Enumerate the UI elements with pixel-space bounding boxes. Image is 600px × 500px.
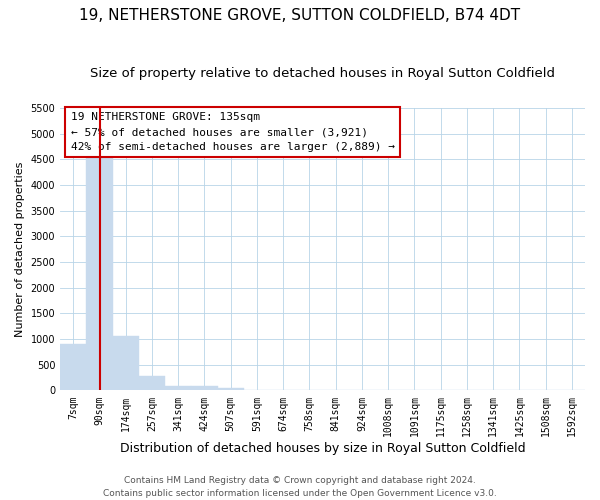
Bar <box>165 386 191 390</box>
Bar <box>139 376 165 390</box>
Text: 19, NETHERSTONE GROVE, SUTTON COLDFIELD, B74 4DT: 19, NETHERSTONE GROVE, SUTTON COLDFIELD,… <box>79 8 521 22</box>
Bar <box>218 388 244 390</box>
Bar <box>191 386 218 390</box>
Y-axis label: Number of detached properties: Number of detached properties <box>15 162 25 337</box>
Text: Contains HM Land Registry data © Crown copyright and database right 2024.
Contai: Contains HM Land Registry data © Crown c… <box>103 476 497 498</box>
Title: Size of property relative to detached houses in Royal Sutton Coldfield: Size of property relative to detached ho… <box>90 68 555 80</box>
Bar <box>113 336 139 390</box>
Bar <box>60 344 86 391</box>
Bar <box>86 154 113 390</box>
Text: 19 NETHERSTONE GROVE: 135sqm
← 57% of detached houses are smaller (3,921)
42% of: 19 NETHERSTONE GROVE: 135sqm ← 57% of de… <box>71 112 395 152</box>
X-axis label: Distribution of detached houses by size in Royal Sutton Coldfield: Distribution of detached houses by size … <box>120 442 526 455</box>
